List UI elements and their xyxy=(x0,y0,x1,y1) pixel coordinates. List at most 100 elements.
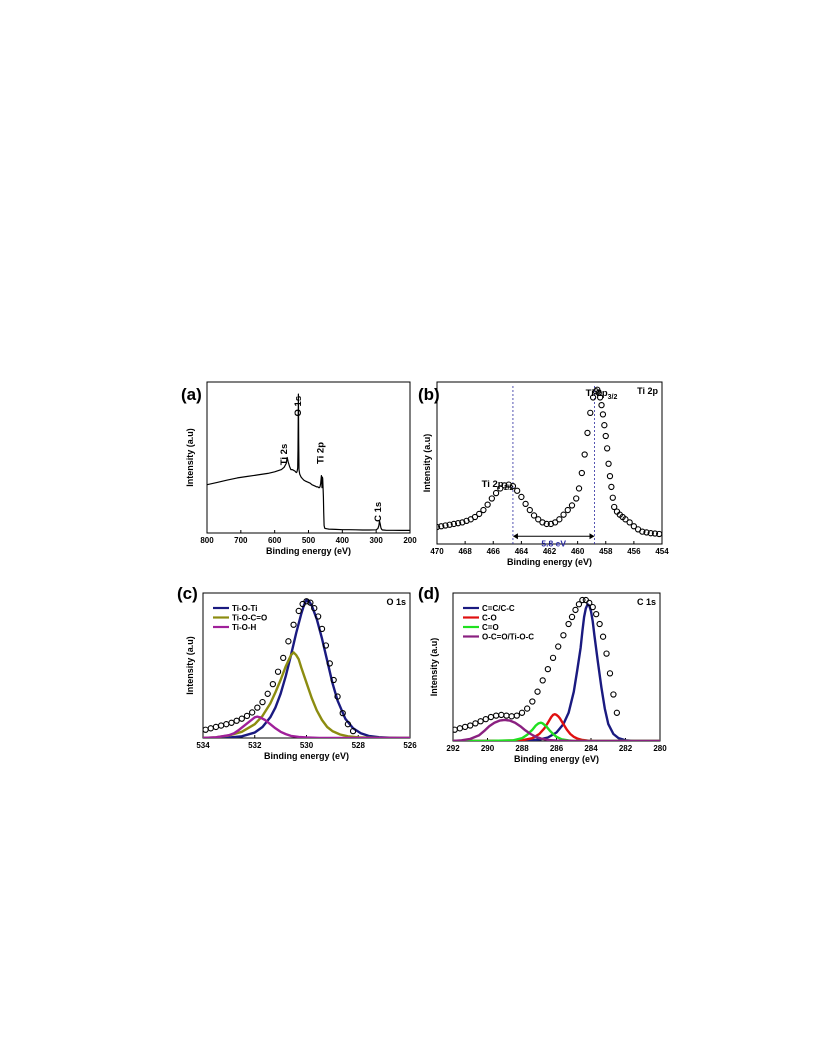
data-point xyxy=(326,660,333,667)
x-tick-label: 534 xyxy=(196,741,210,750)
x-tick-label: 282 xyxy=(619,744,633,753)
series-ti-o-c-o-line xyxy=(203,651,410,738)
plot-data xyxy=(437,386,662,544)
peak-annotation: Ti 2p xyxy=(316,442,327,464)
data-point xyxy=(598,401,605,409)
data-point xyxy=(573,495,580,502)
y-axis-label: Intensity (a.u) xyxy=(429,638,439,697)
x-tick-label: 528 xyxy=(352,741,366,750)
data-point xyxy=(603,650,610,657)
x-tick-label: 468 xyxy=(458,547,472,556)
panel-label: (b) xyxy=(418,385,440,404)
data-point xyxy=(488,495,495,502)
data-point xyxy=(605,460,612,467)
data-point xyxy=(318,625,326,633)
x-tick-label: 400 xyxy=(336,536,350,545)
x-tick-label: 454 xyxy=(655,547,669,556)
data-point xyxy=(656,530,662,538)
legend-label: Ti-O-C=O xyxy=(232,614,267,623)
x-tick-label: 292 xyxy=(446,744,460,753)
data-point xyxy=(604,445,611,452)
data-point xyxy=(438,523,445,530)
y-axis-label: Intensity (a.u) xyxy=(185,428,195,487)
data-point xyxy=(339,709,346,717)
panel-d: (d) C 1s 292 290 288 286 284 282 280 Binding ener… xyxy=(418,584,667,764)
data-point xyxy=(344,721,352,728)
data-point xyxy=(578,469,585,477)
data-point xyxy=(589,394,597,401)
data-point xyxy=(610,691,617,698)
data-point xyxy=(568,613,576,621)
x-tick-label: 600 xyxy=(268,536,282,545)
x-tick-label: 288 xyxy=(515,744,529,753)
x-tick-label: 286 xyxy=(550,744,564,753)
data-point xyxy=(228,719,235,726)
data-point xyxy=(608,483,615,491)
plot-data xyxy=(453,596,660,741)
peak-annotation-text: Ti 2s xyxy=(279,444,290,465)
peak-annotation-text: O 1s xyxy=(293,396,304,417)
data-point xyxy=(513,712,520,719)
data-point xyxy=(555,643,562,650)
data-point xyxy=(584,429,591,437)
data-point xyxy=(472,720,479,727)
data-point xyxy=(599,411,607,418)
data-point xyxy=(233,717,240,724)
data-point xyxy=(579,596,586,604)
data-point xyxy=(259,698,266,706)
data-point xyxy=(611,503,618,511)
x-axis-label: Binding energy (eV) xyxy=(266,546,351,556)
data-point xyxy=(543,520,550,528)
data-point xyxy=(450,520,458,528)
data-point xyxy=(238,715,245,722)
data-point xyxy=(514,487,521,494)
data-point xyxy=(556,516,563,523)
peak-annotation-text: Ti 2p xyxy=(316,442,327,464)
data-point xyxy=(549,654,557,661)
peak-annotation-subscript: 1/2 xyxy=(504,485,514,492)
data-point xyxy=(467,722,474,729)
legend-label: Ti-O-Ti xyxy=(232,604,257,613)
data-point xyxy=(264,690,271,697)
x-tick-label: 470 xyxy=(430,547,444,556)
peak-annotation: O 1s xyxy=(293,396,304,417)
data-point xyxy=(599,633,607,640)
data-point xyxy=(295,607,302,615)
peak-annotation: Ti 2p1/2 xyxy=(482,479,514,492)
data-point xyxy=(609,494,616,501)
data-point xyxy=(334,693,341,700)
data-point xyxy=(575,601,583,608)
legend-label: C=O xyxy=(482,623,499,632)
corner-title: O 1s xyxy=(386,597,406,607)
data-point xyxy=(480,506,487,514)
data-point xyxy=(454,520,462,527)
data-point xyxy=(471,513,479,521)
x-tick-label: 456 xyxy=(627,547,641,556)
x-tick-label: 532 xyxy=(248,741,262,750)
data-point xyxy=(564,506,571,514)
data-point xyxy=(274,668,282,675)
span-arrow-head-right xyxy=(589,533,595,540)
series-data-markers xyxy=(437,386,662,538)
data-point xyxy=(290,621,297,628)
data-point xyxy=(606,472,614,480)
data-point xyxy=(575,485,583,492)
data-point xyxy=(565,620,572,628)
data-point xyxy=(518,493,525,501)
data-point xyxy=(484,501,491,508)
data-point xyxy=(560,632,567,639)
x-tick-label: 290 xyxy=(481,744,495,753)
data-point xyxy=(606,670,614,677)
data-point xyxy=(518,709,526,716)
x-tick-label: 462 xyxy=(543,547,557,556)
data-point xyxy=(476,510,483,518)
series-ti-o-ti-line xyxy=(203,598,410,738)
x-tick-label: 284 xyxy=(584,744,598,753)
x-tick-label: 526 xyxy=(403,741,417,750)
data-point xyxy=(572,606,579,614)
data-point xyxy=(596,620,603,628)
x-axis-label: Binding energy (eV) xyxy=(514,754,599,764)
data-point xyxy=(639,528,646,535)
data-point xyxy=(524,705,531,712)
